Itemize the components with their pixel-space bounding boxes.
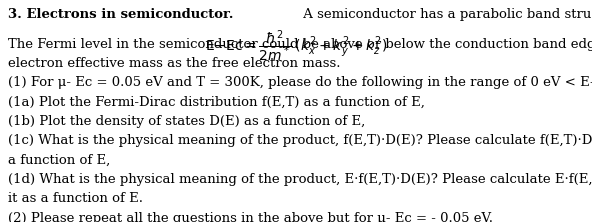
Text: a function of E,: a function of E, (8, 154, 110, 166)
Text: The Fermi level in the semiconductor could be above or below the conduction band: The Fermi level in the semiconductor cou… (8, 38, 592, 51)
Text: A semiconductor has a parabolic band structure:: A semiconductor has a parabolic band str… (298, 8, 592, 21)
Text: 3. Electrons in semiconductor.: 3. Electrons in semiconductor. (8, 8, 233, 21)
Text: it as a function of E.: it as a function of E. (8, 192, 143, 205)
Text: (1c) What is the physical meaning of the product, f(E,T)·D(E)? Please calculate : (1c) What is the physical meaning of the… (8, 134, 592, 147)
Text: (1d) What is the physical meaning of the product, E·f(E,T)·D(E)? Please calculat: (1d) What is the physical meaning of the… (8, 173, 592, 186)
Text: (1b) Plot the density of states D(E) as a function of E,: (1b) Plot the density of states D(E) as … (8, 115, 365, 128)
Text: $\mathrm{E{-}Ec} = \dfrac{\hbar^2}{2m^*}\,(k_x^2 + k_y^2 + k_z^2)$: $\mathrm{E{-}Ec} = \dfrac{\hbar^2}{2m^*}… (205, 28, 387, 63)
Text: (1) For μ- Ec = 0.05 eV and T = 300K, please do the following in the range of 0 : (1) For μ- Ec = 0.05 eV and T = 300K, pl… (8, 76, 592, 89)
Text: (2) Please repeat all the questions in the above but for μ- Ec = - 0.05 eV.: (2) Please repeat all the questions in t… (8, 212, 493, 222)
Text: electron effective mass as the free electron mass.: electron effective mass as the free elec… (8, 57, 340, 70)
Text: (1a) Plot the Fermi-Dirac distribution f(E,T) as a function of E,: (1a) Plot the Fermi-Dirac distribution f… (8, 96, 424, 109)
